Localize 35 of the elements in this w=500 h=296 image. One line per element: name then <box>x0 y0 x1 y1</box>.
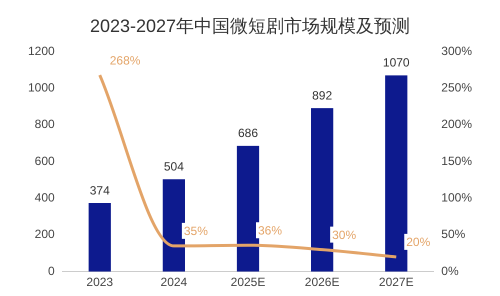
data-label: 374 <box>90 183 110 198</box>
bar <box>162 179 185 272</box>
x-tick-label: 2025E <box>230 275 266 290</box>
y2-tick-label: 50% <box>441 227 466 242</box>
chart-title: 2023-2027年中国微短剧市场规模及预测 <box>90 16 410 36</box>
data-label: 1070 <box>382 56 410 70</box>
data-label: 30% <box>332 228 356 242</box>
y2-tick-label: 0% <box>441 264 459 278</box>
data-label: 268% <box>110 53 141 68</box>
y-tick-label: 1200 <box>28 44 56 58</box>
y-tick-label: 1000 <box>28 80 56 95</box>
bar <box>385 75 408 272</box>
y-tick-label: 600 <box>34 154 56 168</box>
y2-tick-label: 250% <box>441 80 472 95</box>
data-label: 36% <box>258 224 282 238</box>
y2-tick-label: 100% <box>441 190 472 205</box>
data-label: 35% <box>184 224 208 238</box>
data-label: 20% <box>406 235 431 250</box>
y2-tick-label: 200% <box>441 117 472 132</box>
data-label: 686 <box>238 126 258 140</box>
x-tick-label: 2023 <box>86 275 114 290</box>
y-tick-label: 200 <box>34 227 56 242</box>
data-label: 892 <box>312 88 332 102</box>
y-tick-label: 800 <box>34 117 56 132</box>
x-tick-label: 2026E <box>304 275 340 290</box>
bar <box>311 108 334 272</box>
y-tick-label: 0 <box>48 264 56 278</box>
x-tick-label: 2024 <box>160 275 188 290</box>
y2-tick-label: 150% <box>441 154 472 168</box>
x-tick-label: 2027E <box>378 275 414 290</box>
y-tick-label: 400 <box>34 190 56 205</box>
bar <box>236 146 260 272</box>
bar <box>88 203 111 272</box>
data-label: 504 <box>164 160 184 174</box>
y2-tick-label: 300% <box>441 44 472 58</box>
